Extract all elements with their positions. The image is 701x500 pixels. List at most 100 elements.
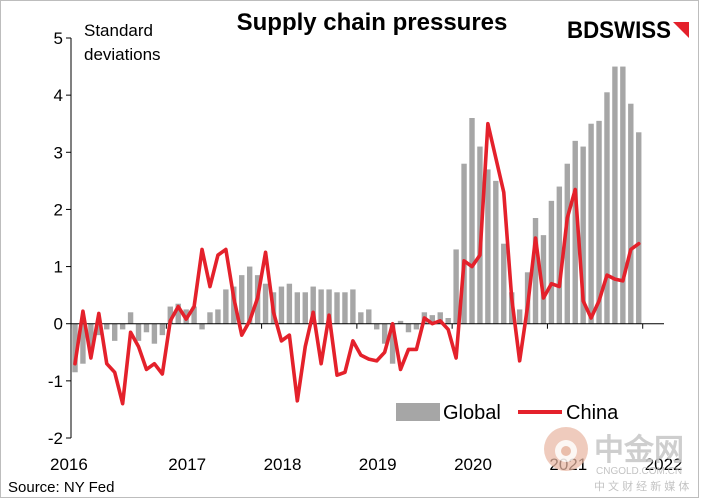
global-bar (604, 92, 610, 324)
global-bar (310, 286, 316, 324)
global-bar (580, 146, 586, 324)
global-bar (540, 235, 547, 324)
global-bar (445, 318, 451, 324)
global-bar (278, 286, 285, 324)
global-bars (72, 66, 642, 373)
global-bar (286, 283, 293, 324)
y-tick-label: -2 (48, 429, 63, 448)
global-bar (72, 323, 78, 373)
global-bar (167, 306, 173, 324)
global-bar (516, 309, 523, 324)
global-bar (501, 243, 507, 324)
y-tick-label: -1 (48, 372, 63, 391)
global-bar (318, 289, 324, 324)
y-tick-label: 4 (54, 86, 63, 105)
legend-label-china: China (566, 402, 619, 424)
global-bar (381, 323, 388, 344)
global-bar (469, 118, 475, 324)
y-tick-label: 5 (54, 29, 63, 48)
global-bar (246, 266, 253, 324)
global-bar (215, 309, 221, 324)
global-bar (493, 180, 499, 324)
global-bar (374, 323, 380, 330)
global-bar (119, 323, 126, 330)
china-line-layer (73, 121, 641, 406)
global-bar (334, 292, 340, 324)
x-tick-label: 2016 (50, 455, 88, 474)
global-bar (397, 320, 404, 324)
global-bar (429, 315, 435, 324)
global-bar (389, 323, 396, 364)
global-bar (358, 312, 364, 324)
global-bar (556, 186, 563, 324)
global-bar (294, 292, 301, 324)
y-tick-label: 0 (54, 315, 63, 334)
global-bar (564, 163, 570, 324)
chart-title: Supply chain pressures (237, 9, 508, 36)
global-bar (135, 323, 142, 341)
global-bar (612, 66, 618, 324)
x-tick-label: 2020 (454, 455, 492, 474)
global-bar (437, 312, 443, 324)
x-tick-label: 2022 (645, 455, 683, 474)
global-bar (342, 292, 348, 324)
x-tick-label: 2017 (168, 455, 206, 474)
global-bar (461, 163, 467, 324)
global-bar (112, 323, 118, 341)
y-tick-labels: 5 4 3 2 1 0 -1 -2 (48, 29, 63, 448)
x-tick-label: 2018 (264, 455, 302, 474)
diagonal-arrow-icon (673, 22, 689, 38)
china-series-line (73, 121, 641, 406)
y-axis-label-line-1: Standard (84, 21, 153, 40)
global-bar (175, 303, 181, 324)
global-bar (413, 323, 420, 330)
global-bar (302, 292, 308, 324)
global-bar (199, 323, 205, 330)
global-bar (96, 323, 102, 336)
y-tick-label: 1 (54, 258, 63, 277)
watermark: 中金网 CNGOLD.COM.CN 中 文 财 经 新 媒 体 (544, 427, 689, 493)
global-bar (159, 323, 166, 336)
watermark-title: 中金网 (594, 433, 684, 467)
watermark-url: CNGOLD.COM.CN (596, 466, 682, 477)
global-bar (620, 66, 626, 324)
global-bar (104, 323, 110, 330)
global-bar (143, 323, 150, 333)
global-bar (366, 309, 372, 324)
global-bar (532, 218, 539, 324)
y-axis-label-line-2: deviations (84, 45, 161, 64)
legend-label-global: Global (443, 402, 501, 424)
global-bar (628, 103, 634, 324)
gold-drop-icon (544, 427, 588, 471)
source-note: Source: NY Fed (8, 479, 114, 496)
global-bar (596, 120, 602, 324)
legend: Global China (396, 402, 619, 424)
global-bar (88, 323, 94, 353)
global-bar (191, 306, 197, 324)
global-bar (151, 323, 158, 344)
global-bar (485, 169, 491, 324)
global-bar (636, 132, 642, 324)
x-tick-labels: 2016201720182019202020212022 (50, 455, 683, 474)
global-bar (326, 289, 332, 324)
watermark-subtitle: 中 文 财 经 新 媒 体 (594, 479, 689, 493)
global-bar (548, 200, 555, 324)
brand-name: BDSWISS (567, 17, 671, 44)
legend-swatch-global (396, 403, 440, 421)
x-tick-label: 2019 (359, 455, 397, 474)
global-bar (127, 312, 134, 324)
global-bar (350, 289, 356, 324)
global-bar (262, 283, 269, 324)
global-bar (207, 312, 213, 324)
global-bar (239, 275, 245, 324)
global-bar (588, 123, 594, 324)
brand-logo: BDSWISS (567, 17, 689, 44)
global-bar (80, 323, 86, 364)
y-tick-label: 2 (54, 200, 63, 219)
global-bar (453, 249, 459, 324)
y-tick-label: 3 (54, 143, 63, 162)
global-bar (572, 140, 578, 324)
global-bar (405, 323, 412, 333)
